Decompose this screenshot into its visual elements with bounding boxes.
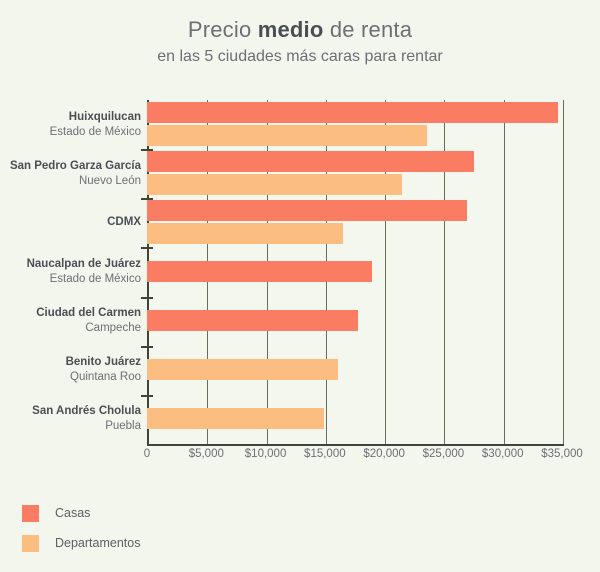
legend-label: Departamentos bbox=[55, 536, 141, 550]
x-tick-label: $20,000 bbox=[363, 448, 405, 460]
chart-container: Huixquilucan Estado de México San Pedro Ga… bbox=[0, 92, 600, 462]
y-axis-tick bbox=[141, 149, 153, 152]
bar-departamentos-0[interactable] bbox=[147, 124, 427, 146]
bar-casas-1[interactable] bbox=[147, 150, 475, 172]
y-category-city: Ciudad del Carmen bbox=[36, 307, 141, 320]
title-text-emphasis: medio bbox=[257, 17, 324, 42]
page-title: Precio medio de renta bbox=[0, 16, 600, 44]
legend-label: Casas bbox=[55, 506, 91, 520]
y-category-city: Naucalpan de Juárez bbox=[26, 258, 141, 270]
gridline bbox=[563, 100, 564, 444]
legend-item-departamentos[interactable]: Departamentos bbox=[22, 528, 140, 558]
bar-departamentos-1[interactable] bbox=[147, 173, 402, 195]
y-category-state: Nuevo León bbox=[78, 174, 141, 187]
y-category-city: Benito Juárez bbox=[65, 356, 141, 369]
bar-departamentos-6[interactable] bbox=[147, 407, 324, 429]
y-category-label: Ciudad del Carmen Campeche bbox=[0, 306, 141, 336]
y-category-state: Quintana Roo bbox=[70, 371, 141, 384]
bar-departamentos-2[interactable] bbox=[147, 222, 343, 244]
y-category-city: Huixquilucan bbox=[68, 110, 141, 123]
page-subtitle: en las 5 ciudades más caras para rentar bbox=[157, 48, 443, 65]
y-category-label: Huixquilucan Estado de México bbox=[0, 110, 141, 140]
chart-legend: Casas Departamentos bbox=[22, 498, 140, 558]
y-category-label: Naucalpan de Juárez Estado de México bbox=[0, 257, 141, 287]
chart-header: Precio medio de renta en las 5 ciudades … bbox=[0, 0, 600, 69]
y-axis-tick bbox=[141, 198, 153, 201]
bar-departamentos-5[interactable] bbox=[147, 358, 338, 380]
x-axis-labels: 0 $5,000 $10,000 $15,000 $20,000 $25,000 $30,0… bbox=[0, 448, 600, 470]
x-tick-label: $10,000 bbox=[244, 448, 287, 460]
y-category-state: Estado de México bbox=[49, 125, 141, 138]
x-tick-label: 0 bbox=[143, 448, 151, 460]
y-axis-tick bbox=[141, 247, 153, 250]
y-category-state: Estado de México bbox=[49, 273, 141, 285]
bar-casas-2[interactable] bbox=[147, 199, 468, 221]
gridline bbox=[385, 100, 387, 444]
y-category-label: San Andrés Cholula Puebla bbox=[0, 404, 141, 434]
gridline bbox=[444, 100, 446, 444]
y-axis-labels: Huixquilucan Estado de México San Pedro Ga… bbox=[0, 100, 153, 444]
x-tick-label: $25,000 bbox=[422, 448, 465, 460]
y-category-state: Puebla bbox=[105, 420, 141, 433]
gridline bbox=[503, 100, 505, 444]
y-category-city: San Andrés Cholula bbox=[32, 405, 141, 418]
y-axis-tick bbox=[141, 394, 153, 397]
x-tick-label: $30,000 bbox=[481, 448, 524, 460]
y-category-city: CDMX bbox=[107, 216, 141, 229]
x-tick-label: $5,000 bbox=[188, 448, 224, 460]
x-tick-label: $15,000 bbox=[304, 448, 346, 460]
legend-swatch-icon bbox=[22, 534, 39, 552]
y-axis-tick bbox=[141, 345, 153, 348]
bars-layer bbox=[147, 100, 562, 444]
bar-casas-3[interactable] bbox=[147, 260, 373, 282]
y-category-label: CDMX bbox=[0, 215, 141, 230]
title-text-pre: Precio bbox=[187, 17, 258, 42]
legend-item-casas[interactable]: Casas bbox=[22, 498, 140, 528]
y-category-label: San Pedro Garza García Nuevo León bbox=[0, 159, 141, 189]
x-tick-label: $35,000 bbox=[541, 448, 583, 460]
bar-casas-0[interactable] bbox=[147, 101, 559, 123]
legend-swatch-icon bbox=[22, 504, 39, 522]
y-category-city: San Pedro Garza García bbox=[9, 159, 141, 172]
title-text-post: de renta bbox=[323, 17, 413, 42]
y-category-label: Benito Juárez Quintana Roo bbox=[0, 355, 141, 385]
bar-casas-4[interactable] bbox=[147, 309, 359, 331]
y-axis-tick bbox=[141, 296, 153, 299]
y-category-state: Campeche bbox=[85, 322, 141, 335]
